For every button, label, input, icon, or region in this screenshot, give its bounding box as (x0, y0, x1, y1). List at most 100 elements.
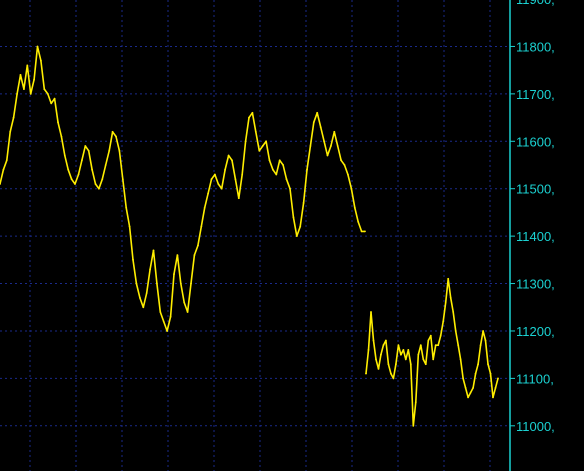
price-point (12, 116, 15, 119)
price-point (91, 168, 93, 171)
price-point (390, 372, 392, 375)
price-point (63, 154, 66, 157)
price-point (333, 130, 336, 133)
price-point (447, 277, 450, 280)
price-point (166, 330, 169, 332)
price-point (357, 221, 360, 223)
price-point (84, 145, 87, 147)
price-point (227, 154, 230, 157)
price-point (439, 334, 442, 337)
price-point (169, 315, 172, 318)
price-point (139, 296, 141, 299)
price-point (5, 159, 8, 162)
price-point (370, 311, 372, 313)
price-point (193, 254, 196, 256)
price-point (392, 377, 395, 380)
price-point (429, 334, 432, 337)
price-point (323, 140, 325, 143)
price-point (309, 145, 312, 147)
price-point (289, 187, 291, 190)
price-point (115, 135, 117, 138)
price-point (29, 93, 32, 95)
price-point (50, 102, 53, 105)
price-point (118, 149, 121, 152)
price-point (26, 64, 29, 67)
price-point (360, 230, 363, 233)
y-tick-label: 11300, (516, 277, 555, 292)
price-point (472, 387, 474, 389)
price-point (152, 249, 155, 252)
price-point (432, 358, 435, 361)
price-point (237, 197, 240, 200)
y-tick-label: 11500, (516, 182, 555, 197)
price-point (454, 330, 457, 332)
price-point (77, 173, 80, 176)
price-point (145, 292, 148, 294)
price-point (282, 164, 284, 166)
price-point (135, 282, 138, 285)
price-point (474, 372, 477, 375)
price-point (33, 78, 35, 81)
price-point (254, 130, 257, 133)
price-point (224, 168, 227, 171)
price-point (404, 358, 407, 361)
price-point (190, 282, 192, 285)
price-point (275, 173, 278, 176)
price-point (278, 159, 281, 162)
price-point (367, 349, 370, 351)
price-point (248, 116, 250, 119)
price-line-segment (0, 45, 365, 332)
price-point (353, 206, 356, 209)
price-point (489, 372, 492, 375)
price-point (319, 126, 322, 128)
price-point (412, 424, 415, 427)
price-point (397, 344, 400, 347)
price-point (156, 282, 158, 285)
price-point (452, 311, 455, 313)
price-point (57, 121, 59, 124)
price-point (462, 377, 464, 380)
price-point (162, 320, 165, 323)
price-point (251, 111, 254, 114)
price-point (469, 391, 472, 394)
price-point (477, 363, 479, 366)
price-point (292, 216, 295, 219)
price-point (217, 183, 220, 185)
price-point (365, 372, 367, 375)
price-point (214, 173, 216, 176)
y-tick-label: 11600, (516, 134, 555, 149)
price-point (302, 202, 305, 204)
y-tick-label: 11700, (516, 87, 555, 102)
price-point (419, 344, 422, 347)
price-point (186, 311, 189, 313)
price-point (241, 173, 244, 176)
price-point (402, 349, 405, 351)
price-point (81, 159, 83, 162)
price-point (380, 353, 382, 356)
price-point (176, 254, 179, 256)
price-point (74, 183, 76, 185)
price-point (9, 130, 12, 133)
price-point (343, 164, 346, 166)
price-point (459, 358, 462, 361)
price-point (142, 306, 145, 309)
price-point (183, 301, 186, 304)
price-point (295, 235, 298, 238)
price-series (0, 45, 499, 427)
price-point (340, 159, 342, 162)
price-line-segment (365, 277, 499, 427)
price-point (377, 368, 380, 370)
price-point (316, 111, 319, 114)
price-point (234, 178, 237, 181)
price-point (53, 97, 56, 100)
price-point (2, 168, 5, 171)
price-point (197, 244, 199, 247)
price-point (101, 178, 104, 181)
price-point (492, 396, 494, 399)
price-point (382, 344, 385, 347)
price-point (70, 178, 73, 181)
price-point (132, 258, 134, 261)
price-point (67, 168, 70, 171)
price-point (43, 88, 46, 90)
price-point (210, 178, 213, 181)
